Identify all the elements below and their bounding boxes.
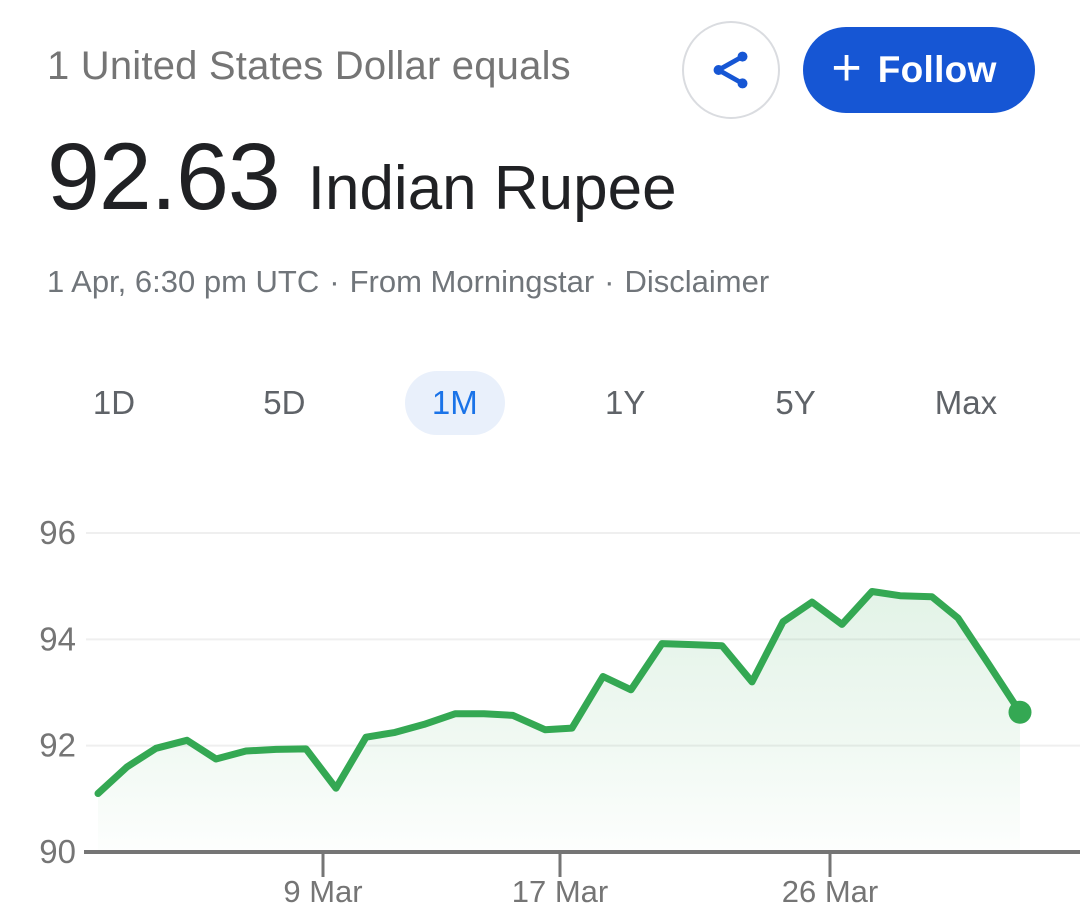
price-line — [94, 588, 1024, 797]
share-button[interactable] — [682, 21, 780, 119]
time-range-tabs: 1D 5D 1M 1Y 5Y Max — [64, 371, 1016, 435]
y-axis-label-92: 92 — [39, 727, 76, 764]
share-icon — [713, 51, 748, 89]
dot-separator: · — [604, 264, 615, 299]
price-area — [98, 591, 1020, 852]
rate-metadata: 1 Apr, 6:30 pm UTC · From Morningstar · Disc… — [47, 264, 769, 300]
y-axis-label-94: 94 — [39, 620, 76, 657]
x-axis-label-17-mar: 17 Mar — [512, 874, 608, 909]
exchange-rate-value: 92.63 — [47, 124, 281, 230]
price-chart[interactable]: 90 92 94 96 9 Mar 17 Mar 26 Mar — [0, 480, 1080, 921]
x-axis-label-9-mar: 9 Mar — [283, 874, 362, 909]
tab-1d[interactable]: 1D — [64, 371, 164, 435]
timestamp: 1 Apr, 6:30 pm UTC — [47, 264, 320, 299]
follow-button[interactable]: + Follow — [803, 27, 1035, 113]
target-currency-label: Indian Rupee — [307, 154, 677, 223]
tab-1m[interactable]: 1M — [404, 371, 505, 435]
rate-row: 92.63 Indian Rupee — [47, 130, 677, 225]
conversion-title: 1 United States Dollar equals — [47, 44, 571, 88]
tab-5d[interactable]: 5D — [234, 371, 334, 435]
y-axis-label-96: 96 — [39, 514, 76, 551]
data-source: From Morningstar — [349, 264, 595, 299]
current-price-dot — [1008, 700, 1032, 724]
plus-icon: + — [831, 38, 862, 97]
tab-1y[interactable]: 1Y — [575, 371, 675, 435]
disclaimer-link[interactable]: Disclaimer — [624, 264, 770, 299]
follow-label: Follow — [877, 49, 997, 90]
dot-separator: · — [329, 264, 340, 299]
y-axis-label-90: 90 — [39, 833, 76, 870]
tab-5y[interactable]: 5Y — [746, 371, 846, 435]
tab-max[interactable]: Max — [916, 371, 1016, 435]
x-axis-label-26-mar: 26 Mar — [782, 874, 878, 909]
